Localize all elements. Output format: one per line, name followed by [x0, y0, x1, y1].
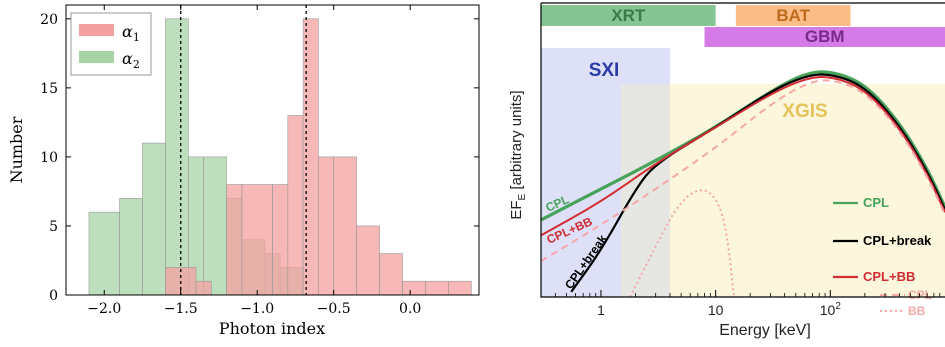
histogram-bar	[142, 142, 166, 296]
legend-label-alpha1: α1	[122, 22, 140, 44]
overlap-band	[621, 84, 671, 297]
instrument-label: SXI	[589, 60, 620, 81]
legend: α1 α2	[70, 12, 152, 76]
histogram-bar	[302, 18, 319, 296]
instrument-bar	[735, 5, 851, 26]
histogram-bar	[333, 156, 357, 296]
y-tick-label: 5	[49, 219, 58, 235]
instrument-label: GBM	[805, 27, 845, 46]
x-tick-label: 1	[597, 302, 605, 318]
x-tick-label: 0.0	[399, 301, 421, 317]
histogram-bar	[272, 184, 289, 296]
spectrum-chart: XRT BAT GBM SXI XGIS CPL CPL+break CPL+BB CPL BB…	[508, 2, 945, 339]
spectral-curves	[540, 70, 945, 298]
spectral-curve	[540, 79, 945, 262]
legend-swatch-alpha1	[79, 24, 114, 36]
histogram-plot-frame	[65, 4, 480, 296]
y-axis-label: Number	[7, 116, 26, 183]
histogram-bar	[241, 184, 273, 296]
reference-lines	[180, 5, 307, 295]
x-tick-label: 10	[708, 302, 724, 318]
instrument-label: BAT	[776, 6, 810, 25]
spectrum-plot-frame	[540, 2, 945, 298]
instrument-label: XRT	[611, 6, 646, 25]
histogram-bar	[226, 184, 243, 296]
x-axis-label: Photon index	[219, 319, 325, 338]
histogram-bar	[195, 280, 212, 296]
spectral-curve	[570, 73, 945, 293]
y-axis-label: EFE [arbitrary units]	[508, 90, 528, 219]
histogram-bar	[287, 115, 304, 296]
legend-swatch-alpha2	[79, 51, 114, 63]
x-tick-label: −1.0	[240, 301, 274, 317]
legend-label: CPL	[908, 288, 932, 302]
spectral-curve	[540, 70, 945, 222]
y-tick-label: 10	[40, 150, 58, 166]
histogram-chart: −2.0 −1.5 −1.0 −0.5 0.0 0 5 10 15 20 Photon inde…	[7, 4, 480, 338]
x-tick-label: −2.0	[87, 301, 121, 317]
histogram-bar	[356, 225, 380, 296]
instrument-bar	[704, 27, 945, 47]
x-axis-ticks: 1 10 102	[554, 290, 941, 318]
x-tick-label: −1.5	[164, 301, 198, 317]
instrument-bands	[541, 5, 945, 297]
spectral-curve	[629, 189, 736, 298]
curve-legend: CPL CPL+break CPL+BB CPL BB	[833, 195, 932, 318]
instrument-labels: XRT BAT GBM SXI XGIS	[589, 6, 845, 122]
instrument-label: XGIS	[782, 101, 827, 122]
x-tick-label: −0.5	[317, 301, 351, 317]
spectral-curve	[540, 76, 945, 237]
histogram-bars-alpha1	[165, 18, 472, 296]
histogram-bar	[203, 156, 227, 296]
legend-label: CPL	[863, 195, 889, 210]
histogram-bar	[88, 211, 120, 296]
x-axis-label: Energy [keV]	[719, 322, 811, 339]
x-tick-label: 102	[820, 301, 842, 318]
y-axis-ticks: 0 5 10 15 20	[40, 12, 479, 304]
legend-label: BB	[908, 304, 926, 318]
histogram-bar	[165, 18, 189, 296]
legend-label: CPL+BB	[863, 269, 915, 284]
x-axis-ticks: −2.0 −1.5 −1.0 −0.5 0.0	[87, 5, 421, 317]
histogram-bar	[318, 156, 334, 296]
y-tick-label: 0	[49, 288, 58, 304]
legend-label: CPL+break	[863, 233, 932, 248]
histogram-bar	[425, 280, 449, 296]
histogram-bar	[448, 280, 472, 296]
y-tick-label: 20	[40, 12, 58, 28]
instrument-bar	[541, 5, 716, 26]
histogram-bar	[379, 253, 403, 296]
histogram-bar	[119, 198, 143, 296]
legend-label-alpha2: α2	[122, 49, 140, 71]
legend-frame	[70, 12, 152, 76]
y-tick-label: 15	[40, 81, 58, 97]
histogram-bar	[402, 280, 426, 296]
